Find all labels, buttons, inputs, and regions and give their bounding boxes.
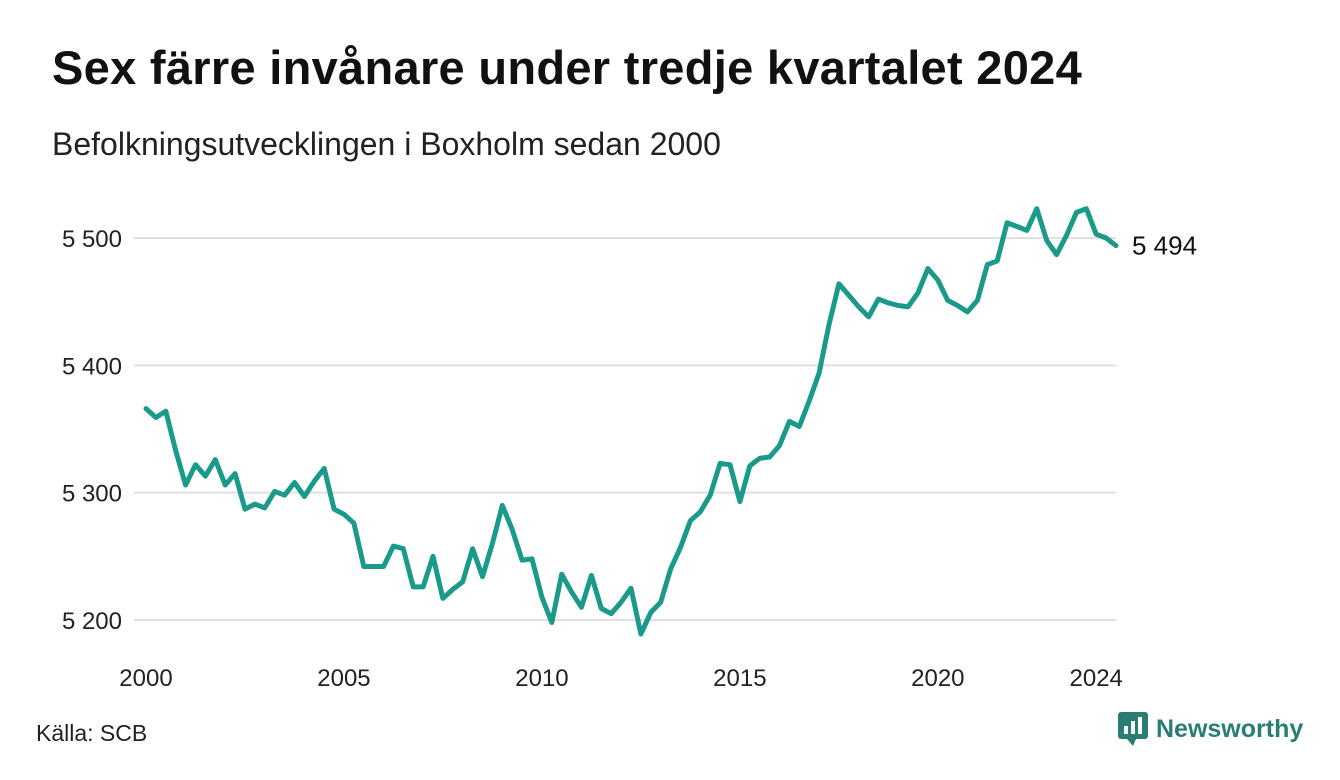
chart-subtitle: Befolkningsutvecklingen i Boxholm sedan … — [52, 126, 721, 162]
grid-lines — [134, 237, 1116, 621]
newsworthy-logo-icon — [1118, 712, 1148, 746]
chart-title: Sex färre invånare under tredje kvartale… — [52, 41, 1083, 94]
series-layer — [143, 206, 1119, 637]
series-line — [143, 206, 1119, 637]
brand-name: Newsworthy — [1156, 714, 1304, 743]
brand-logo: Newsworthy — [1118, 712, 1303, 746]
x-tick-label: 2020 — [911, 665, 964, 692]
last-value-label: 5 494 — [1132, 231, 1197, 261]
y-tick-label: 5 500 — [62, 226, 122, 253]
y-tick-label: 5 400 — [62, 353, 122, 380]
x-tick-label: 2010 — [515, 665, 568, 692]
y-tick-label: 5 300 — [62, 481, 122, 508]
source-note: Källa: SCB — [36, 720, 148, 746]
y-axis-ticks: 5 200 5 300 5 400 5 500 — [62, 226, 122, 635]
x-tick-label: 2024 — [1070, 665, 1123, 692]
value-labels: 5 494 — [1132, 231, 1197, 261]
x-tick-label: 2015 — [713, 665, 766, 692]
x-tick-label: 2000 — [119, 665, 172, 692]
x-axis-ticks: 2000 2005 2010 2015 2020 2024 — [119, 665, 1123, 692]
x-tick-label: 2005 — [317, 665, 370, 692]
y-tick-label: 5 200 — [62, 608, 122, 635]
